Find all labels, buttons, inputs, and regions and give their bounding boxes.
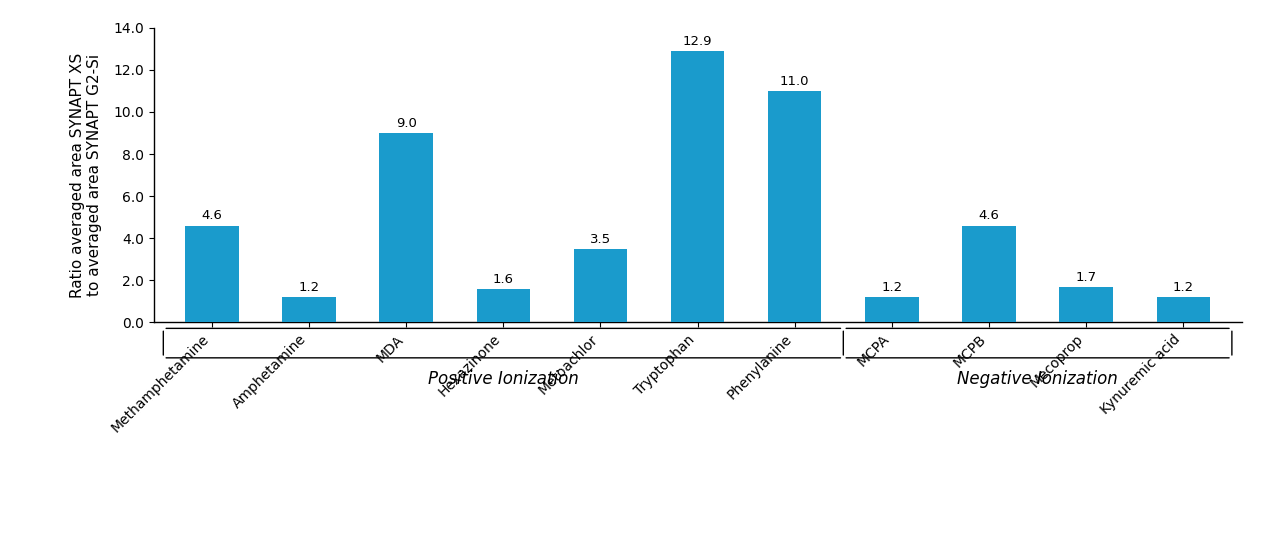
Bar — [963, 226, 1016, 322]
Bar — [283, 297, 335, 322]
Bar — [768, 91, 822, 322]
Text: 1.2: 1.2 — [298, 281, 320, 294]
Text: 1.7: 1.7 — [1075, 271, 1097, 284]
Bar — [379, 133, 433, 322]
Bar — [476, 289, 530, 322]
Text: 12.9: 12.9 — [682, 35, 713, 48]
Text: 9.0: 9.0 — [396, 117, 416, 130]
Bar — [1060, 287, 1112, 322]
Bar — [186, 226, 238, 322]
Text: 3.5: 3.5 — [590, 232, 611, 246]
Bar — [573, 249, 627, 322]
Text: 11.0: 11.0 — [780, 75, 809, 88]
Y-axis label: Ratio averaged area SYNAPT XS
to averaged area SYNAPT G2-Si: Ratio averaged area SYNAPT XS to average… — [69, 52, 102, 298]
Text: 4.6: 4.6 — [979, 210, 1000, 222]
Text: Negative Ionization: Negative Ionization — [957, 370, 1117, 388]
Bar — [865, 297, 919, 322]
Text: 1.2: 1.2 — [882, 281, 902, 294]
Text: Positive Ionization: Positive Ionization — [428, 370, 579, 388]
Text: 4.6: 4.6 — [201, 210, 223, 222]
Text: 1.6: 1.6 — [493, 272, 513, 286]
Bar — [671, 51, 724, 322]
Bar — [1157, 297, 1210, 322]
Text: 1.2: 1.2 — [1172, 281, 1194, 294]
